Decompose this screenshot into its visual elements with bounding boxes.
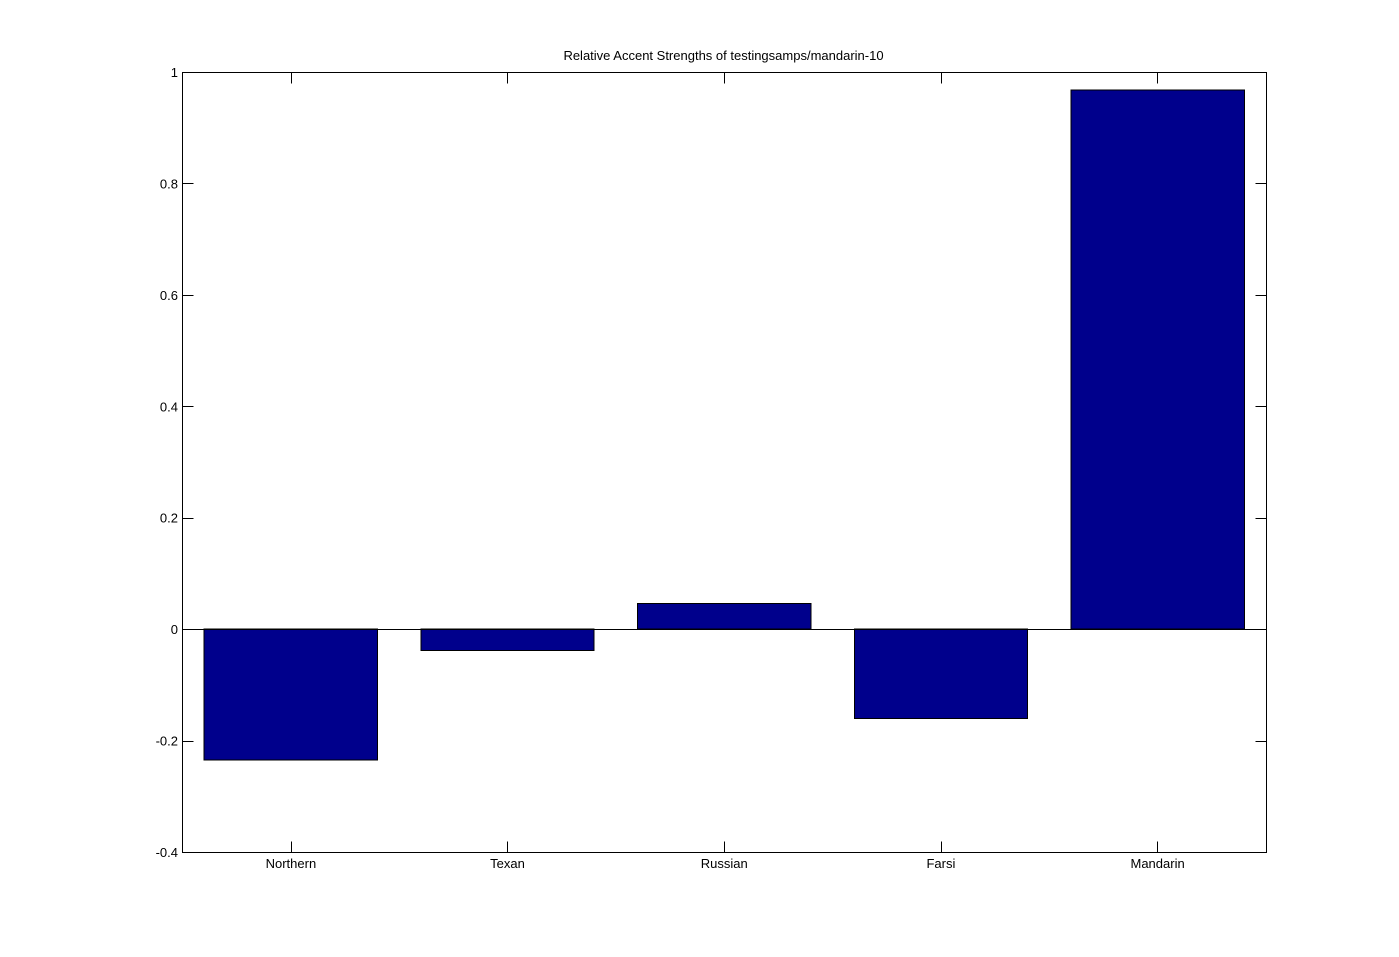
svg-text:0: 0 (171, 622, 178, 637)
svg-text:Mandarin: Mandarin (1130, 856, 1184, 871)
svg-text:-0.4: -0.4 (156, 845, 178, 860)
svg-text:1: 1 (171, 65, 178, 80)
svg-text:-0.2: -0.2 (156, 734, 178, 749)
svg-text:Texan: Texan (490, 856, 525, 871)
svg-text:Russian: Russian (701, 856, 748, 871)
svg-text:Northern: Northern (266, 856, 317, 871)
svg-text:Relative Accent Strengths of t: Relative Accent Strengths of testingsamp… (563, 48, 883, 63)
svg-text:0.4: 0.4 (160, 399, 178, 414)
svg-text:Farsi: Farsi (926, 856, 955, 871)
svg-text:0.2: 0.2 (160, 511, 178, 526)
svg-text:0.6: 0.6 (160, 288, 178, 303)
svg-text:0.8: 0.8 (160, 176, 178, 191)
